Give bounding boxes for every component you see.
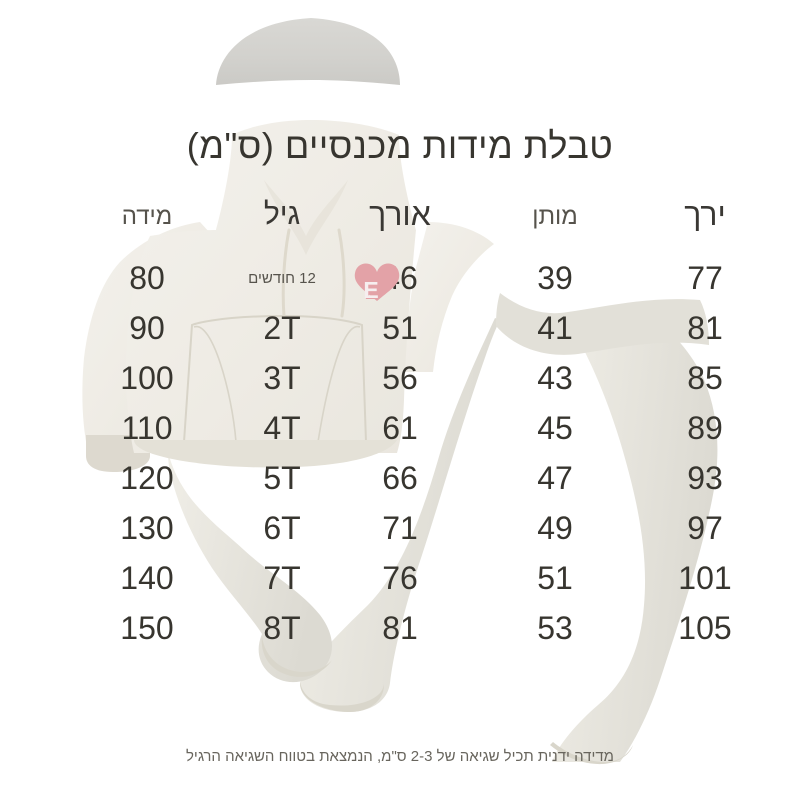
svg-text:E: E [363, 277, 378, 303]
